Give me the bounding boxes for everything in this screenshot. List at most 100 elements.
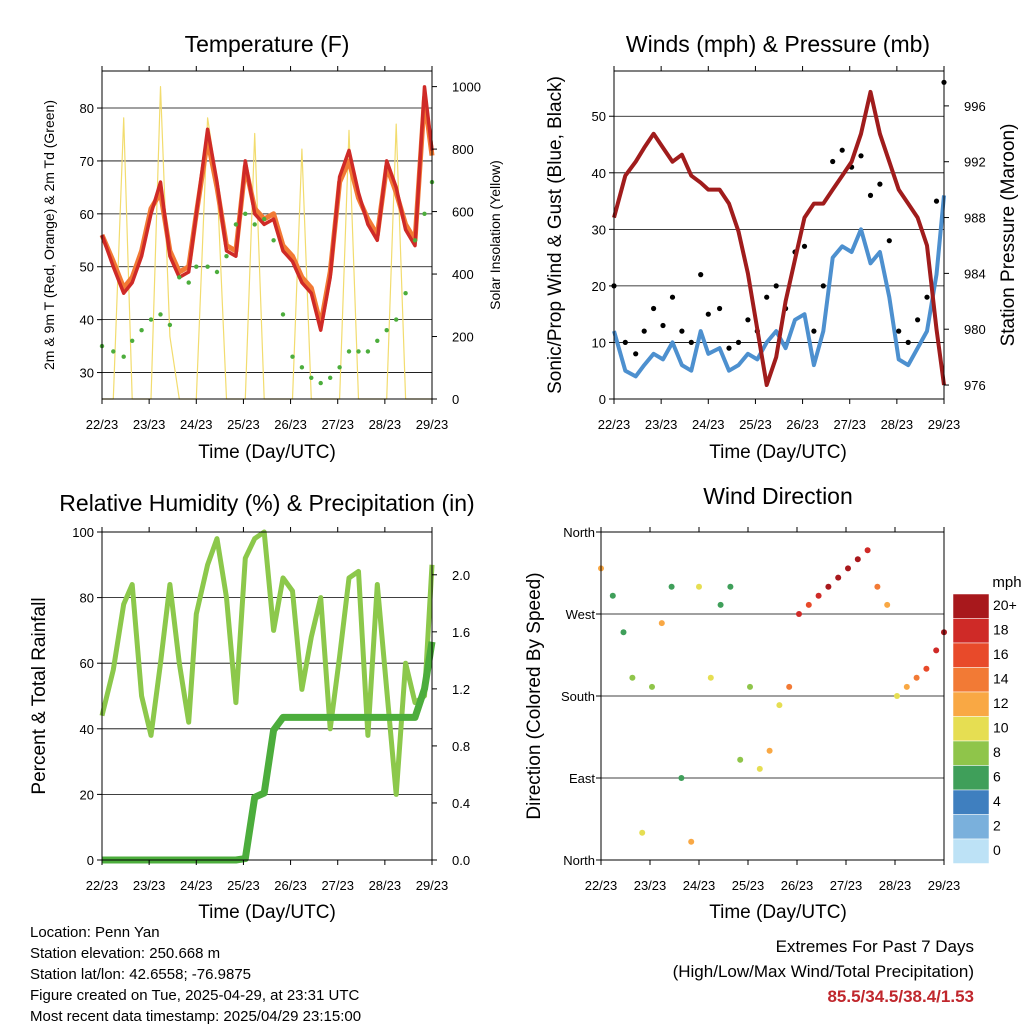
legend-label: 20+	[993, 597, 1017, 613]
wind-gust-point	[679, 328, 685, 334]
dewpoint-point	[233, 222, 239, 227]
wind-gust-point	[915, 317, 921, 323]
station-location: Location: Penn Yan	[30, 924, 160, 941]
y-tick-label: 30	[80, 366, 94, 381]
x-tick-label: 25/23	[732, 878, 765, 893]
x-tick-label: 28/23	[369, 417, 402, 432]
y-tick-label: 10	[592, 335, 606, 350]
y-tick-label: 40	[80, 313, 94, 328]
wind-gust-point	[801, 243, 808, 249]
dewpoint-point	[148, 317, 154, 322]
x-tick-label: 26/23	[781, 878, 814, 893]
wind-direction-panel: Wind Direction North East South West North 2…	[524, 483, 1022, 923]
y-tick-label: 80	[80, 591, 94, 606]
y-tick-label: North	[563, 853, 595, 868]
winds-x-ticks: 22/23 23/23 24/23 25/23 26/23 27/23 28/23 29/23	[598, 66, 960, 432]
humidity-plot-area	[99, 529, 436, 864]
y-tick-label: 0	[87, 853, 94, 868]
y2-tick-label: 992	[964, 155, 986, 170]
y2-tick-label: 0	[452, 392, 459, 407]
extremes-subtitle: (High/Low/Max Wind/Total Precipitation)	[672, 962, 974, 981]
extremes-title: Extremes For Past 7 Days	[775, 937, 974, 956]
direction-point	[923, 665, 930, 672]
dewpoint-point	[130, 338, 135, 343]
direction-point	[639, 829, 646, 836]
y2-tick-label: 976	[964, 378, 986, 393]
temperature-grid	[102, 107, 432, 373]
legend-swatch	[952, 642, 990, 668]
wind-gust-point	[669, 294, 676, 300]
dewpoint-point	[290, 354, 295, 359]
wind-direction-title: Wind Direction	[703, 483, 853, 509]
wind-gust-point	[811, 328, 817, 334]
dewpoint-point	[422, 211, 427, 216]
temperature-right-axis-label: Solar Insolation (Yellow)	[487, 160, 503, 310]
wind-gust-point	[698, 272, 704, 278]
direction-point	[737, 756, 744, 763]
dewpoint-point	[177, 275, 182, 280]
legend-swatch	[952, 667, 990, 693]
x-tick-label: 28/23	[369, 878, 402, 893]
dewpoint-point	[186, 280, 191, 285]
station-pressure-line	[612, 89, 946, 387]
y2-tick-label: 988	[964, 211, 986, 226]
dewpoint-point	[365, 349, 371, 354]
dewpoint-point	[271, 238, 276, 243]
y2-tick-label: 0.8	[452, 739, 470, 754]
wind-gust-point	[905, 339, 911, 345]
legend-label: 2	[993, 818, 1001, 834]
direction-point	[805, 601, 812, 608]
y2-tick-label: 0.0	[452, 853, 470, 868]
wind-gust-point	[867, 192, 874, 198]
legend-swatch	[952, 838, 990, 864]
wind-gust-point	[735, 339, 742, 345]
y2-tick-label: 200	[452, 330, 474, 345]
x-tick-label: 24/23	[180, 878, 213, 893]
legend-swatch	[952, 593, 990, 619]
x-tick-label: 24/23	[692, 417, 725, 432]
dewpoint-point	[309, 375, 314, 380]
dewpoint-point	[262, 216, 267, 222]
x-tick-label: 27/23	[321, 417, 354, 432]
humidity-x-axis-label: Time (Day/UTC)	[198, 902, 336, 923]
legend-swatch	[952, 716, 990, 742]
wind-gust-point	[688, 339, 694, 345]
y-tick-label: 70	[80, 154, 94, 169]
dewpoint-point	[139, 328, 144, 333]
legend-label: 18	[993, 622, 1009, 638]
figure-created: Figure created on Tue, 2025-04-29, at 23…	[30, 987, 360, 1004]
direction-point	[884, 601, 891, 608]
speed-legend: mph 20+ 18 16 14 12 10 8 6 4 2 0	[952, 574, 1022, 864]
y-tick-label: 40	[592, 166, 606, 181]
dewpoint-point	[111, 349, 116, 354]
y2-tick-label: 1.6	[452, 625, 470, 640]
winds-plot-area	[611, 79, 947, 387]
dewpoint-point	[356, 349, 361, 354]
dewpoint-point	[224, 254, 229, 259]
y-tick-label: 60	[80, 207, 94, 222]
x-tick-label: 29/23	[928, 878, 961, 893]
temperature-right-ticks: 0 200 400 600 800 1000	[432, 80, 481, 407]
x-tick-label: 28/23	[879, 878, 912, 893]
y2-tick-label: 400	[452, 267, 474, 282]
y2-tick-label: 1.2	[452, 682, 470, 697]
dewpoint-point	[403, 291, 408, 296]
direction-point	[874, 583, 881, 590]
winds-frame	[613, 70, 945, 400]
y-tick-label: 100	[72, 525, 94, 540]
x-tick-label: 27/23	[833, 417, 866, 432]
extremes-values: 85.5/34.5/38.4/1.53	[827, 987, 974, 1006]
legend-swatch	[952, 789, 990, 815]
winds-title: Winds (mph) & Pressure (mb)	[626, 31, 930, 57]
direction-point	[747, 683, 753, 690]
x-tick-label: 23/23	[133, 417, 166, 432]
dewpoint-point	[158, 312, 163, 317]
dewpoint-point	[280, 312, 286, 317]
dewpoint-point	[328, 375, 333, 380]
y2-tick-label: 980	[964, 322, 986, 337]
direction-point	[727, 583, 734, 590]
dewpoint-point	[243, 211, 248, 216]
wind-gust-point	[886, 238, 892, 244]
direction-point	[815, 592, 822, 599]
y2-tick-label: 2.0	[452, 568, 470, 583]
